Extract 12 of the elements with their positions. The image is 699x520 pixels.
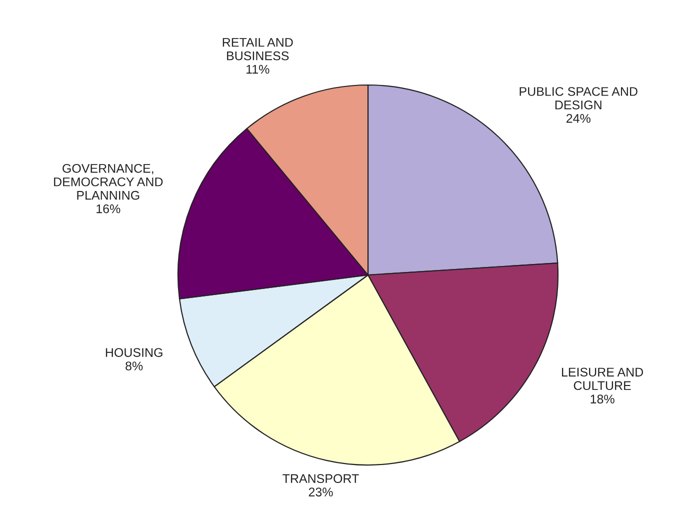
slice-label: RETAIL AND BUSINESS bbox=[222, 38, 293, 60]
data-label: 11% bbox=[246, 64, 270, 74]
slice-label: LEISURE AND CULTURE bbox=[562, 368, 644, 390]
slice-label: GOVERNANCE, DEMOCRACY AND PLANNING bbox=[54, 164, 163, 200]
data-label: 8% bbox=[126, 362, 143, 370]
data-label: 24% bbox=[566, 114, 590, 123]
slice-label: TRANSPORT bbox=[282, 474, 359, 484]
data-label: 16% bbox=[96, 204, 120, 214]
slice-label: PUBLIC SPACE AND DESIGN bbox=[520, 87, 638, 110]
slice-label: HOUSING bbox=[106, 348, 162, 357]
data-label: 23% bbox=[308, 488, 333, 496]
data-label: 18% bbox=[590, 394, 614, 404]
